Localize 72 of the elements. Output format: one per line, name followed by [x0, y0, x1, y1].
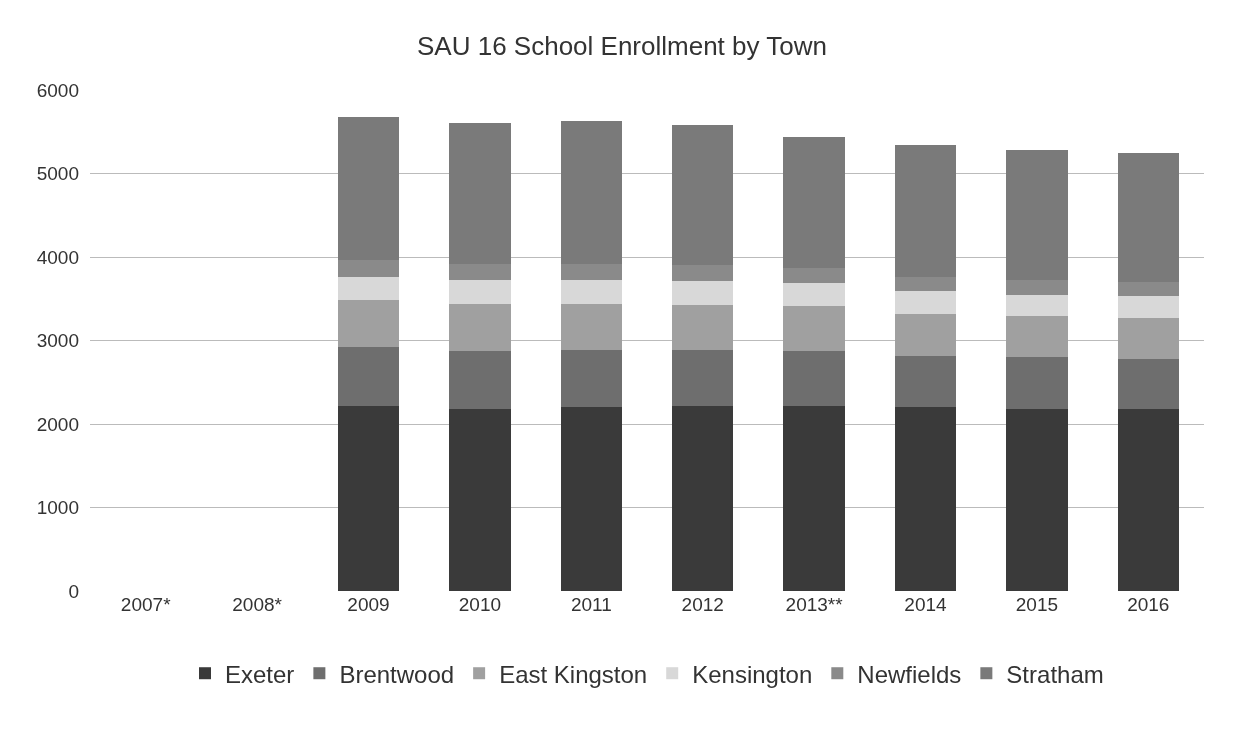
bar — [783, 136, 845, 268]
bar — [1006, 280, 1068, 295]
bar — [783, 282, 845, 307]
x-tick-label: 2010 — [458, 594, 502, 615]
bar — [1117, 296, 1179, 318]
legend-label: Exeter — [225, 660, 295, 688]
y-tick-label: 3000 — [36, 330, 79, 352]
bar — [449, 263, 511, 281]
x-tick-label: 2012 — [681, 594, 724, 615]
bar — [672, 405, 734, 591]
bar — [672, 349, 734, 406]
x-tick-label: 2013** — [785, 594, 844, 615]
bar — [449, 123, 511, 264]
bar — [894, 145, 957, 278]
bar — [560, 407, 622, 591]
x-tick-label: 2009 — [347, 594, 390, 615]
bar — [449, 350, 511, 409]
y-tick-label: 5000 — [36, 163, 79, 185]
legend-label: Kensington — [692, 660, 813, 688]
chart-title: SAU 16 School Enrollment by Town — [417, 31, 827, 62]
bar — [560, 120, 622, 264]
bar — [1117, 358, 1179, 409]
bar — [337, 260, 400, 278]
bar — [783, 350, 845, 406]
bar — [1006, 357, 1068, 409]
bar — [783, 267, 845, 283]
bar — [783, 405, 845, 591]
bar — [1006, 408, 1068, 591]
bar — [672, 265, 734, 282]
legend-label: Stratham — [1006, 660, 1104, 688]
bar — [449, 408, 511, 591]
y-tick-label: 1000 — [36, 497, 79, 519]
bar — [894, 277, 957, 292]
bar — [783, 306, 845, 351]
x-tick-label: 2015 — [1015, 594, 1059, 615]
legend-label: Newfields — [857, 660, 962, 688]
bar — [672, 125, 734, 266]
bar — [1117, 408, 1179, 591]
x-tick-label: 2008* — [232, 594, 283, 615]
x-tick-label: 2016 — [1127, 594, 1170, 615]
x-tick-label: 2014 — [904, 594, 948, 615]
bar — [1117, 152, 1179, 283]
bar — [449, 280, 511, 304]
y-tick-label: 4000 — [36, 246, 79, 268]
x-tick-label: 2007* — [120, 594, 172, 615]
bar — [894, 291, 957, 314]
y-tick-label: 0 — [68, 580, 79, 602]
bar — [1117, 282, 1179, 297]
bar — [672, 304, 734, 350]
legend-label: East Kingston — [499, 660, 648, 688]
bar — [1006, 294, 1068, 317]
legend-label: Brentwood — [339, 660, 455, 688]
bar — [560, 349, 622, 408]
bar — [1006, 150, 1068, 281]
x-tick-label: 2011 — [570, 594, 612, 615]
bar — [337, 300, 400, 348]
bar — [337, 405, 400, 591]
bar — [560, 280, 622, 304]
bar — [672, 281, 734, 305]
bar — [337, 347, 400, 406]
bar — [894, 313, 957, 356]
bar — [894, 355, 957, 408]
y-tick-label: 2000 — [36, 413, 79, 435]
bar — [449, 303, 511, 351]
y-tick-label: 6000 — [36, 79, 79, 101]
bar — [337, 277, 400, 301]
bar — [560, 303, 622, 350]
bar — [560, 263, 622, 281]
bar — [337, 116, 400, 261]
bar — [894, 407, 957, 591]
bar — [1117, 317, 1179, 359]
bar — [1006, 316, 1068, 358]
